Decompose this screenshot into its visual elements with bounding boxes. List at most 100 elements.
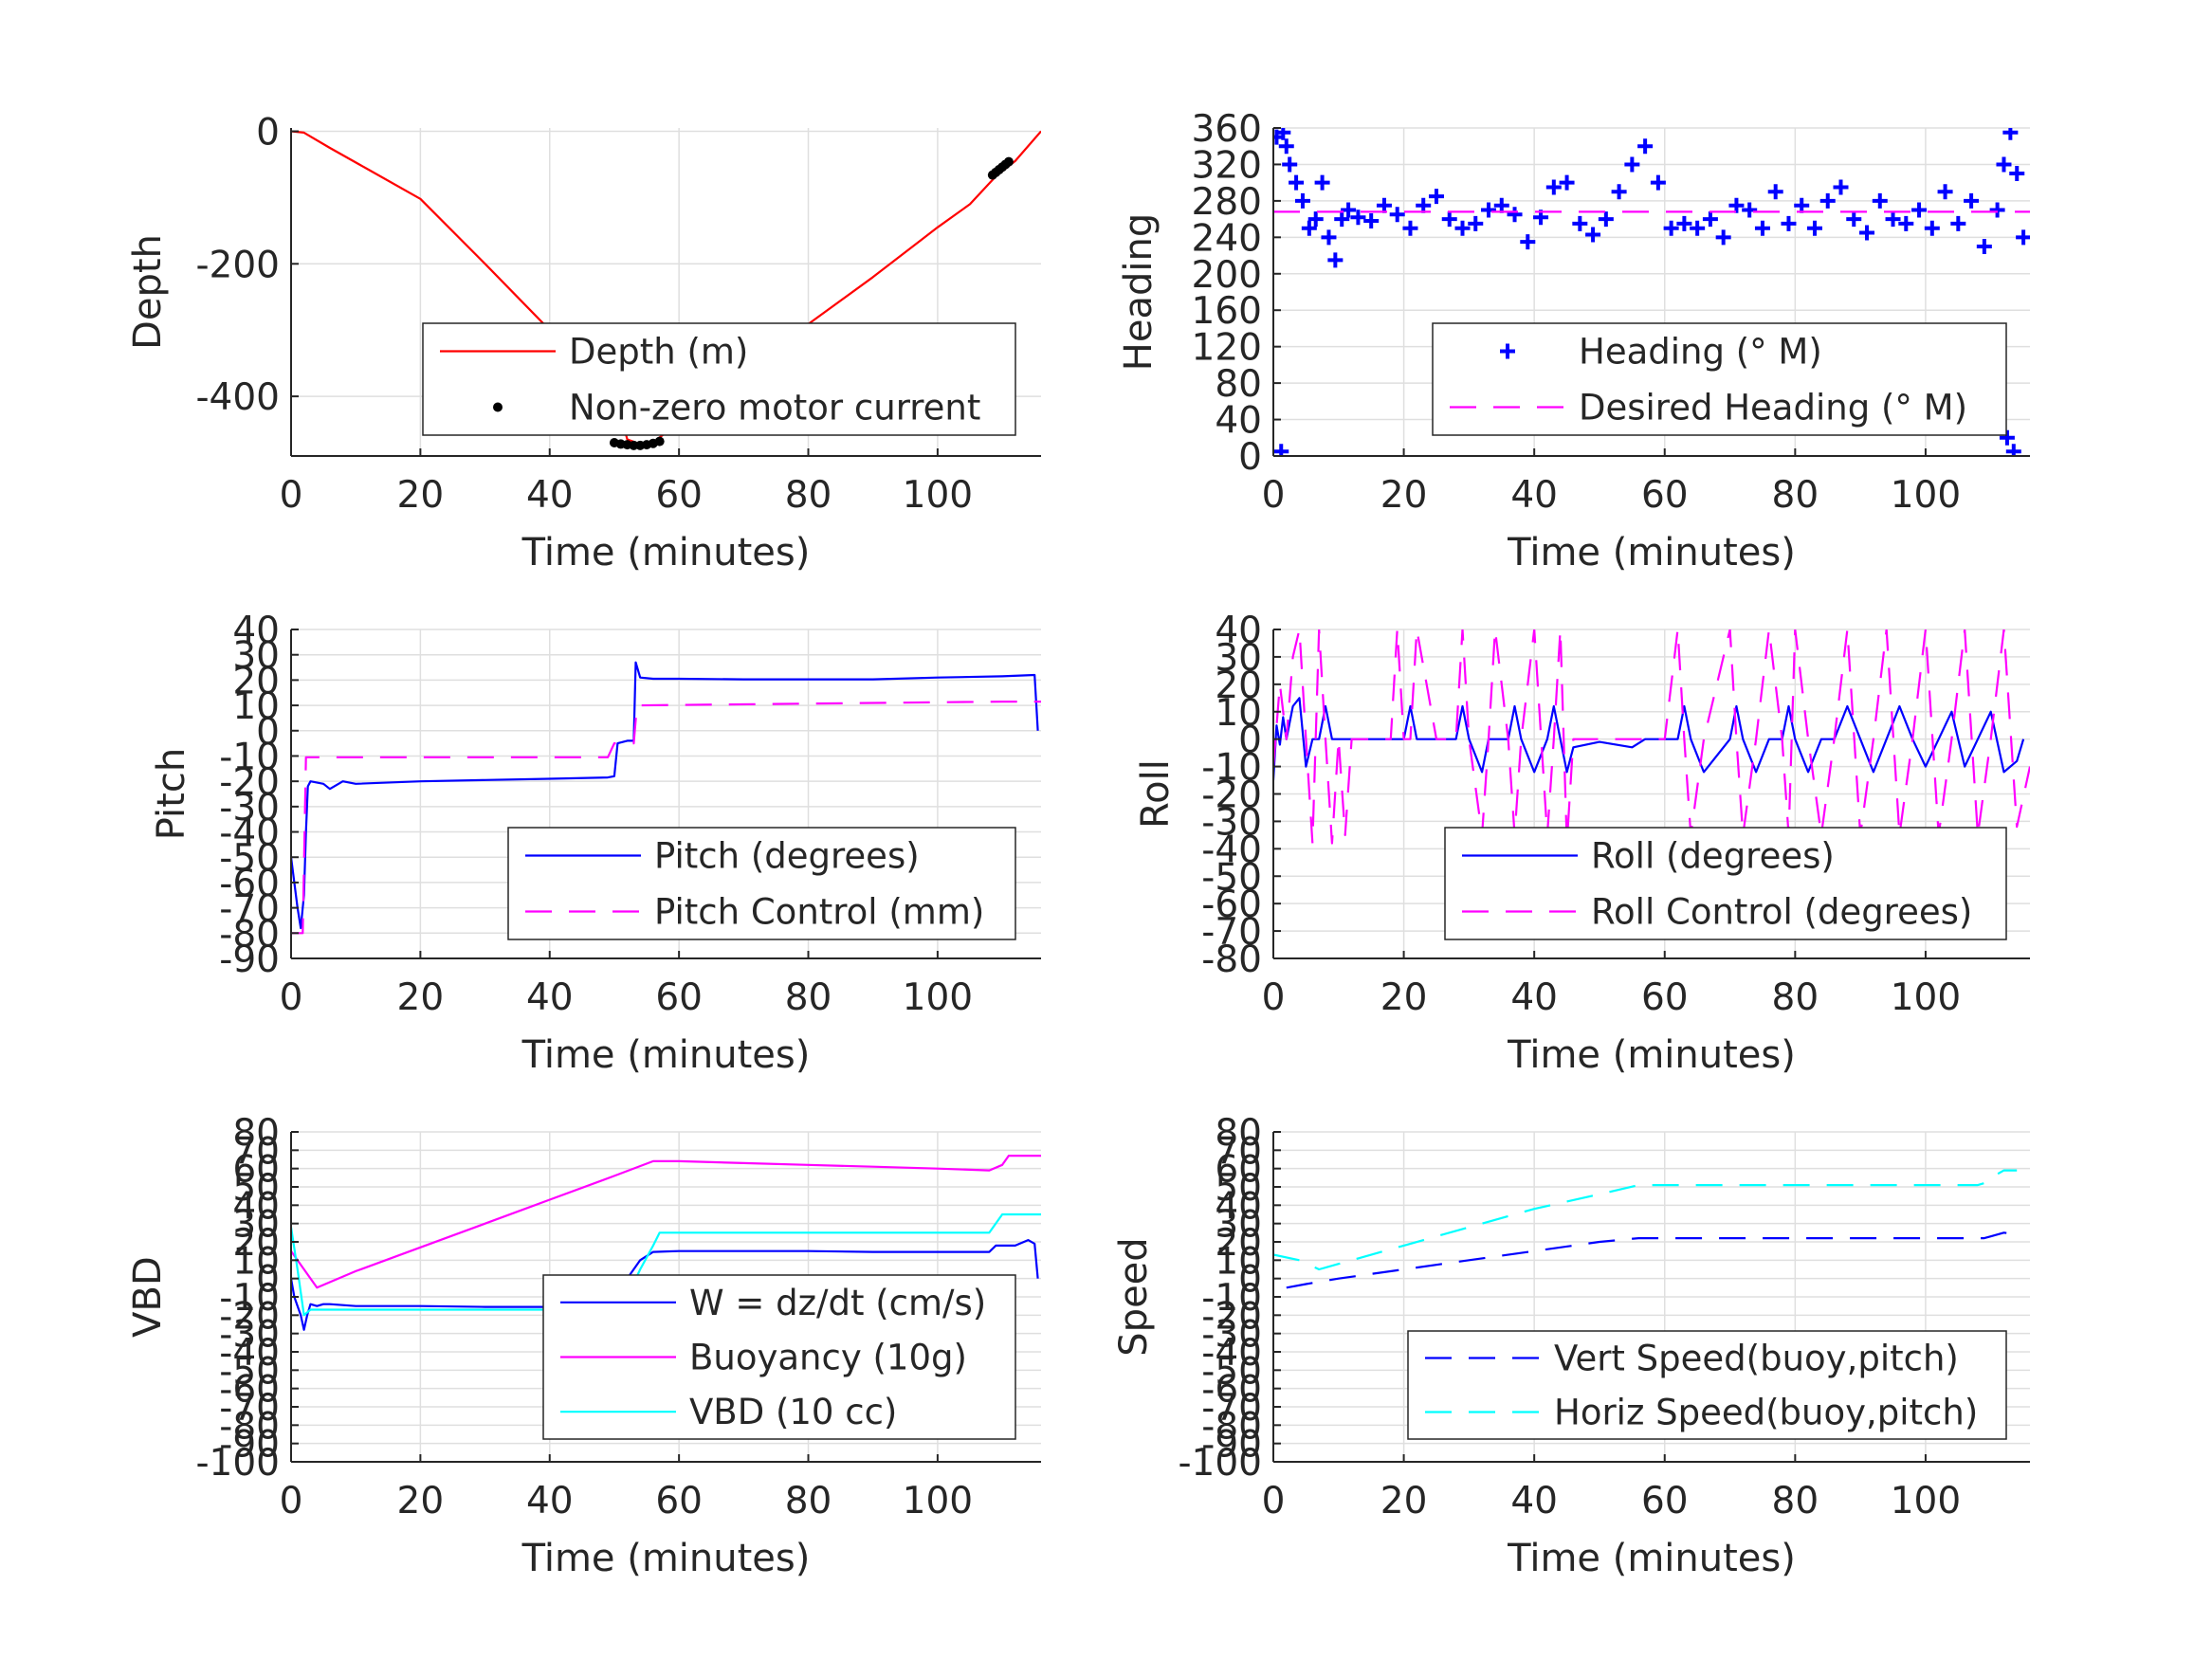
x-tick-label: 40 [1510, 1480, 1558, 1522]
series-1-line [1273, 697, 2025, 781]
x-axis-label: Time (minutes) [521, 1033, 811, 1077]
x-axis-label: Time (minutes) [521, 531, 811, 574]
x-axis-label: Time (minutes) [521, 1537, 811, 1580]
y-tick-label: -50 [219, 837, 280, 880]
legend: Vert Speed(buoy,pitch) Horiz Speed(buoy,p… [1407, 1330, 2007, 1440]
y-tick-label: 0 [1238, 720, 1262, 762]
legend-label-2: Desired Heading (° M) [1579, 387, 1967, 428]
x-tick-label: 80 [1772, 474, 1819, 517]
series-1-point [1454, 220, 1471, 236]
legend: Depth (m) Non-zero motor current [422, 322, 1016, 436]
series-1-point [1924, 220, 1940, 236]
x-tick-label: 20 [1380, 474, 1428, 517]
x-tick-label: 40 [526, 474, 574, 517]
x-tick-label: 80 [785, 474, 832, 517]
y-tick-label: -80 [1201, 1405, 1262, 1448]
series-1-point [2009, 166, 2025, 182]
y-tick-label: -60 [1201, 1369, 1262, 1412]
series-1-point [1872, 192, 1888, 209]
subplot-1: 0 20 40 60 80 100 0 -200 -400 Time (minutes) Depth… [126, 111, 1041, 574]
subplot-5: 0 20 40 60 80 10080706050403020100-10-20-30-4… [126, 1112, 1041, 1580]
series-1-point [1307, 211, 1324, 228]
legend-box [422, 322, 1016, 436]
y-tick-label: 50 [232, 1167, 280, 1210]
series-1-point [1363, 213, 1380, 229]
x-tick-label: 100 [903, 976, 973, 1019]
series-2-point [1003, 156, 1014, 167]
series-1-point [1289, 174, 1305, 191]
y-axis-label: Depth [126, 234, 170, 350]
series-1-point [1911, 202, 1928, 218]
series-1-point [1545, 179, 1562, 195]
series-1-point [1624, 156, 1640, 173]
series-1-point [1301, 220, 1317, 236]
legend-box [1432, 322, 2007, 436]
y-axis-label: Roll [1134, 759, 1178, 829]
x-tick-label: 20 [397, 1480, 445, 1522]
x-tick-label: 60 [1641, 976, 1689, 1019]
y-tick-label: 30 [232, 1204, 280, 1247]
x-tick-label: 40 [526, 976, 574, 1019]
series-1-point [1468, 215, 1484, 231]
legend-label-1: Vert Speed(buoy,pitch) [1554, 1338, 1959, 1378]
series-1-point [1976, 238, 1992, 254]
y-tick-label: -40 [219, 812, 280, 855]
y-tick-label: 200 [1192, 254, 1262, 297]
legend-label-1: Roll (degrees) [1591, 835, 1835, 876]
y-tick-label: -30 [219, 787, 280, 830]
legend-label-2: Roll Control (degrees) [1591, 891, 1972, 932]
y-tick-label: -40 [1201, 829, 1262, 871]
y-tick-label: 0 [256, 711, 280, 754]
series-1-point [1275, 128, 1291, 140]
series-2-line [1273, 1169, 2018, 1271]
legend-box [507, 827, 1016, 940]
series-1-point [1428, 189, 1444, 205]
series-1-point [1585, 227, 1601, 243]
y-axis-label: Heading [1117, 213, 1161, 371]
x-tick-label: 60 [655, 474, 703, 517]
legend-label-1: Depth (m) [569, 331, 748, 372]
y-tick-label: 20 [1215, 665, 1262, 707]
y-tick-label: -40 [1201, 1332, 1262, 1375]
x-tick-label: 80 [785, 976, 832, 1019]
series-1-point [1278, 138, 1294, 155]
series-1-point [1637, 138, 1654, 155]
series-1-point [2016, 229, 2030, 246]
legend-box [1407, 1330, 2007, 1440]
y-tick-label: 280 [1192, 181, 1262, 224]
legend-label-3: VBD (10 cc) [689, 1392, 897, 1432]
x-tick-label: 100 [1891, 474, 1961, 517]
series-1-point [1996, 156, 2012, 173]
series-1-point [1964, 192, 1980, 209]
series-1-point [1493, 197, 1509, 213]
series-1-point [1327, 252, 1344, 268]
y-tick-label: -100 [195, 1442, 280, 1485]
y-tick-label: -70 [219, 888, 280, 931]
series-group [291, 130, 1041, 450]
series-1-point [1611, 184, 1627, 200]
y-tick-label: 10 [1215, 692, 1262, 735]
legend-label-1: Pitch (degrees) [654, 835, 920, 876]
series-group [1273, 1169, 2018, 1289]
series-1-point [1846, 211, 1862, 228]
series-1-point [1781, 215, 1797, 231]
y-tick-label: 80 [1215, 363, 1262, 406]
legend-swatch-2 [493, 402, 503, 412]
series-1-point [1650, 174, 1666, 191]
series-1-point [1282, 156, 1298, 173]
y-tick-label: 80 [232, 1112, 280, 1155]
x-tick-label: 20 [1380, 1480, 1428, 1522]
x-tick-label: 20 [397, 474, 445, 517]
series-1-point [1350, 210, 1366, 226]
y-tick-label: 0 [1238, 436, 1262, 479]
series-group [1273, 629, 2030, 845]
y-tick-label: -400 [195, 376, 280, 419]
series-1-point [1598, 211, 1614, 228]
x-tick-label: 60 [655, 976, 703, 1019]
series-1-point [1321, 229, 1337, 246]
y-tick-label: -70 [219, 1387, 280, 1430]
x-tick-label: 80 [1772, 1480, 1819, 1522]
x-tick-label: 100 [903, 474, 973, 517]
x-tick-label: 20 [397, 976, 445, 1019]
